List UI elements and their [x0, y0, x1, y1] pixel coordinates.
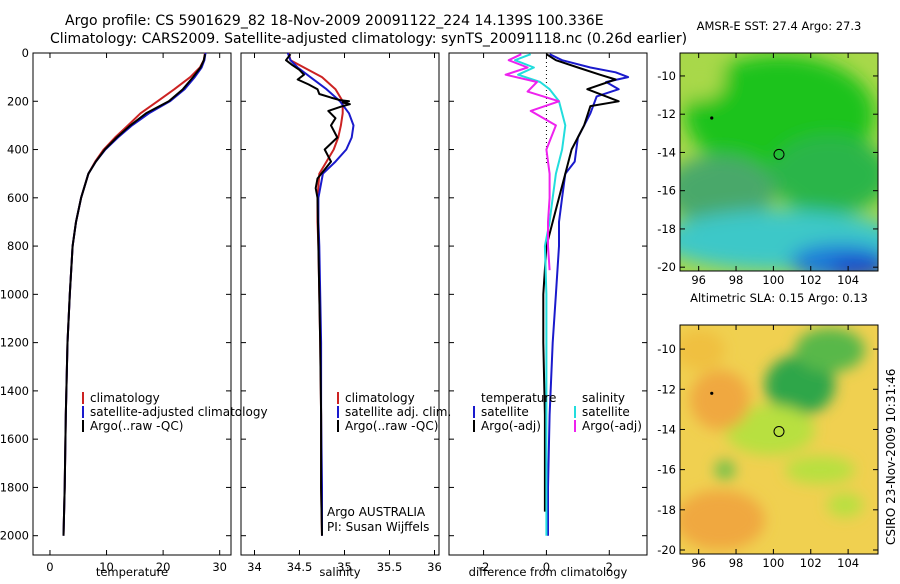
depth-tick-label: 1200	[0, 336, 29, 350]
depth-tick-label: 200	[7, 94, 29, 108]
salinity-xtick-label: 35.5	[377, 560, 403, 574]
depth-tick-label: 800	[7, 239, 29, 253]
temp-legend-climatology-label: climatology	[90, 391, 160, 405]
difference-series-line	[504, 53, 560, 271]
sla-map-ytick-label: -18	[657, 503, 676, 517]
sla-map-profile-location-circle	[773, 425, 785, 437]
salinity-annotation-line2: PI: Susan Wijffels	[327, 520, 429, 534]
temperature-series-line	[62, 52, 206, 536]
sla-map-axes-box	[679, 324, 879, 555]
diff-legend-temp-argo-label: Argo(-adj)	[481, 419, 541, 433]
temperature-xtick-label: 30	[212, 560, 227, 574]
sst-map-axes-box	[679, 52, 879, 272]
sst-map-argo-track-dot	[710, 116, 714, 120]
sla-map-ytick-label: -12	[657, 382, 676, 396]
diff-legend-sal-argo-label: Argo(-adj)	[582, 419, 642, 433]
difference-xtick-label: 0	[543, 560, 550, 574]
difference-series-line	[542, 53, 620, 512]
temp-legend-satellite-label: satellite-adjusted climatology	[90, 405, 268, 419]
difference-xtick-label: 2	[606, 560, 613, 574]
temperature-xtick-label: 20	[156, 560, 171, 574]
salinity-annotation-line1: Argo AUSTRALIA	[327, 505, 426, 519]
difference-axes-box	[448, 52, 648, 556]
sla-map-xtick-label: 96	[691, 556, 706, 570]
sla-map-ytick-label: -14	[657, 422, 676, 436]
diff-legend-title-temperature: temperature	[481, 391, 556, 405]
sst-map-title: AMSR-E SST: 27.4 Argo: 27.3	[697, 19, 862, 33]
figure-title-line1: Argo profile: CS 5901629_82 18-Nov-2009 …	[65, 13, 604, 29]
difference-series-line	[514, 53, 567, 536]
sla-map-title: Altimetric SLA: 0.15 Argo: 0.13	[690, 291, 868, 305]
difference-xtick-label: -2	[478, 560, 489, 574]
sla-map-ytick-label: -16	[657, 463, 676, 477]
salinity-xtick-label: 34	[247, 560, 262, 574]
salinity-series-line	[285, 53, 351, 536]
sst-map-xtick-label: 102	[800, 273, 822, 287]
temperature-series-line	[62, 54, 206, 536]
temp-legend-argo-label: Argo(..raw -QC)	[90, 419, 183, 433]
sla-map-xtick-label: 98	[729, 556, 744, 570]
temperature-xtick-label: 0	[46, 560, 53, 574]
salinity-xtick-label: 36	[427, 560, 442, 574]
sla-map-ytick-label: -20	[657, 543, 676, 557]
salinity-xlabel: salinity	[319, 565, 360, 579]
depth-tick-label: 600	[7, 191, 29, 205]
depth-tick-label: 400	[7, 143, 29, 157]
sst-map-ytick-label: -16	[657, 184, 676, 198]
sst-map-xtick-label: 96	[691, 273, 706, 287]
difference-series-line	[547, 53, 630, 536]
sla-map-xtick-label: 102	[800, 556, 822, 570]
sst-map-xtick-label: 100	[762, 273, 784, 287]
sal-legend-argo-label: Argo(..raw -QC)	[345, 419, 438, 433]
sst-map-profile-location-circle	[773, 148, 785, 160]
depth-tick-label: 1800	[0, 480, 29, 494]
sla-map-xtick-label: 100	[762, 556, 784, 570]
sal-legend-climatology-label: climatology	[345, 391, 415, 405]
figure-title-line2: Climatology: CARS2009. Satellite-adjuste…	[50, 31, 687, 47]
sst-map-ytick-label: -18	[657, 222, 676, 236]
sst-map-xtick-label: 104	[837, 273, 859, 287]
sal-legend-satellite-label: satellite adj. clim.	[345, 405, 451, 419]
sla-map-argo-track-dot	[710, 391, 714, 395]
depth-tick-label: 1000	[0, 287, 29, 301]
temperature-xlabel: temperature	[96, 565, 168, 579]
depth-tick-label: 1600	[0, 432, 29, 446]
sla-map-ytick-label: -10	[657, 342, 676, 356]
sla-map-xtick-label: 104	[837, 556, 859, 570]
temperature-series-line	[62, 52, 207, 536]
depth-tick-label: 0	[22, 46, 29, 60]
plot-layer: 0 10 20 30temperature0200400600800100012001…	[0, 19, 879, 579]
diff-legend-sal-satellite-label: satellite	[582, 405, 630, 419]
salinity-axes-box	[240, 52, 440, 556]
sst-map-ytick-label: -20	[657, 260, 676, 274]
depth-tick-label: 2000	[0, 529, 29, 543]
depth-tick-label: 1400	[0, 384, 29, 398]
diff-legend-temp-satellite-label: satellite	[481, 405, 529, 419]
salinity-xtick-label: 35	[337, 560, 352, 574]
salinity-series-line	[287, 52, 344, 536]
sst-map-ytick-label: -12	[657, 107, 676, 121]
side-timestamp: CSIRO 23-Nov-2009 10:31:46	[884, 369, 898, 545]
temperature-axes-box	[32, 52, 232, 556]
sst-map-field	[680, 53, 878, 271]
sst-map-ytick-label: -10	[657, 69, 676, 83]
salinity-xtick-label: 34.5	[287, 560, 313, 574]
sst-map-xtick-label: 98	[729, 273, 744, 287]
temperature-xtick-label: 10	[99, 560, 114, 574]
sst-map-ytick-label: -14	[657, 145, 676, 159]
difference-xlabel: difference from climatology	[469, 565, 628, 579]
sla-map-field	[680, 325, 878, 554]
diff-legend-title-salinity: salinity	[582, 391, 625, 405]
